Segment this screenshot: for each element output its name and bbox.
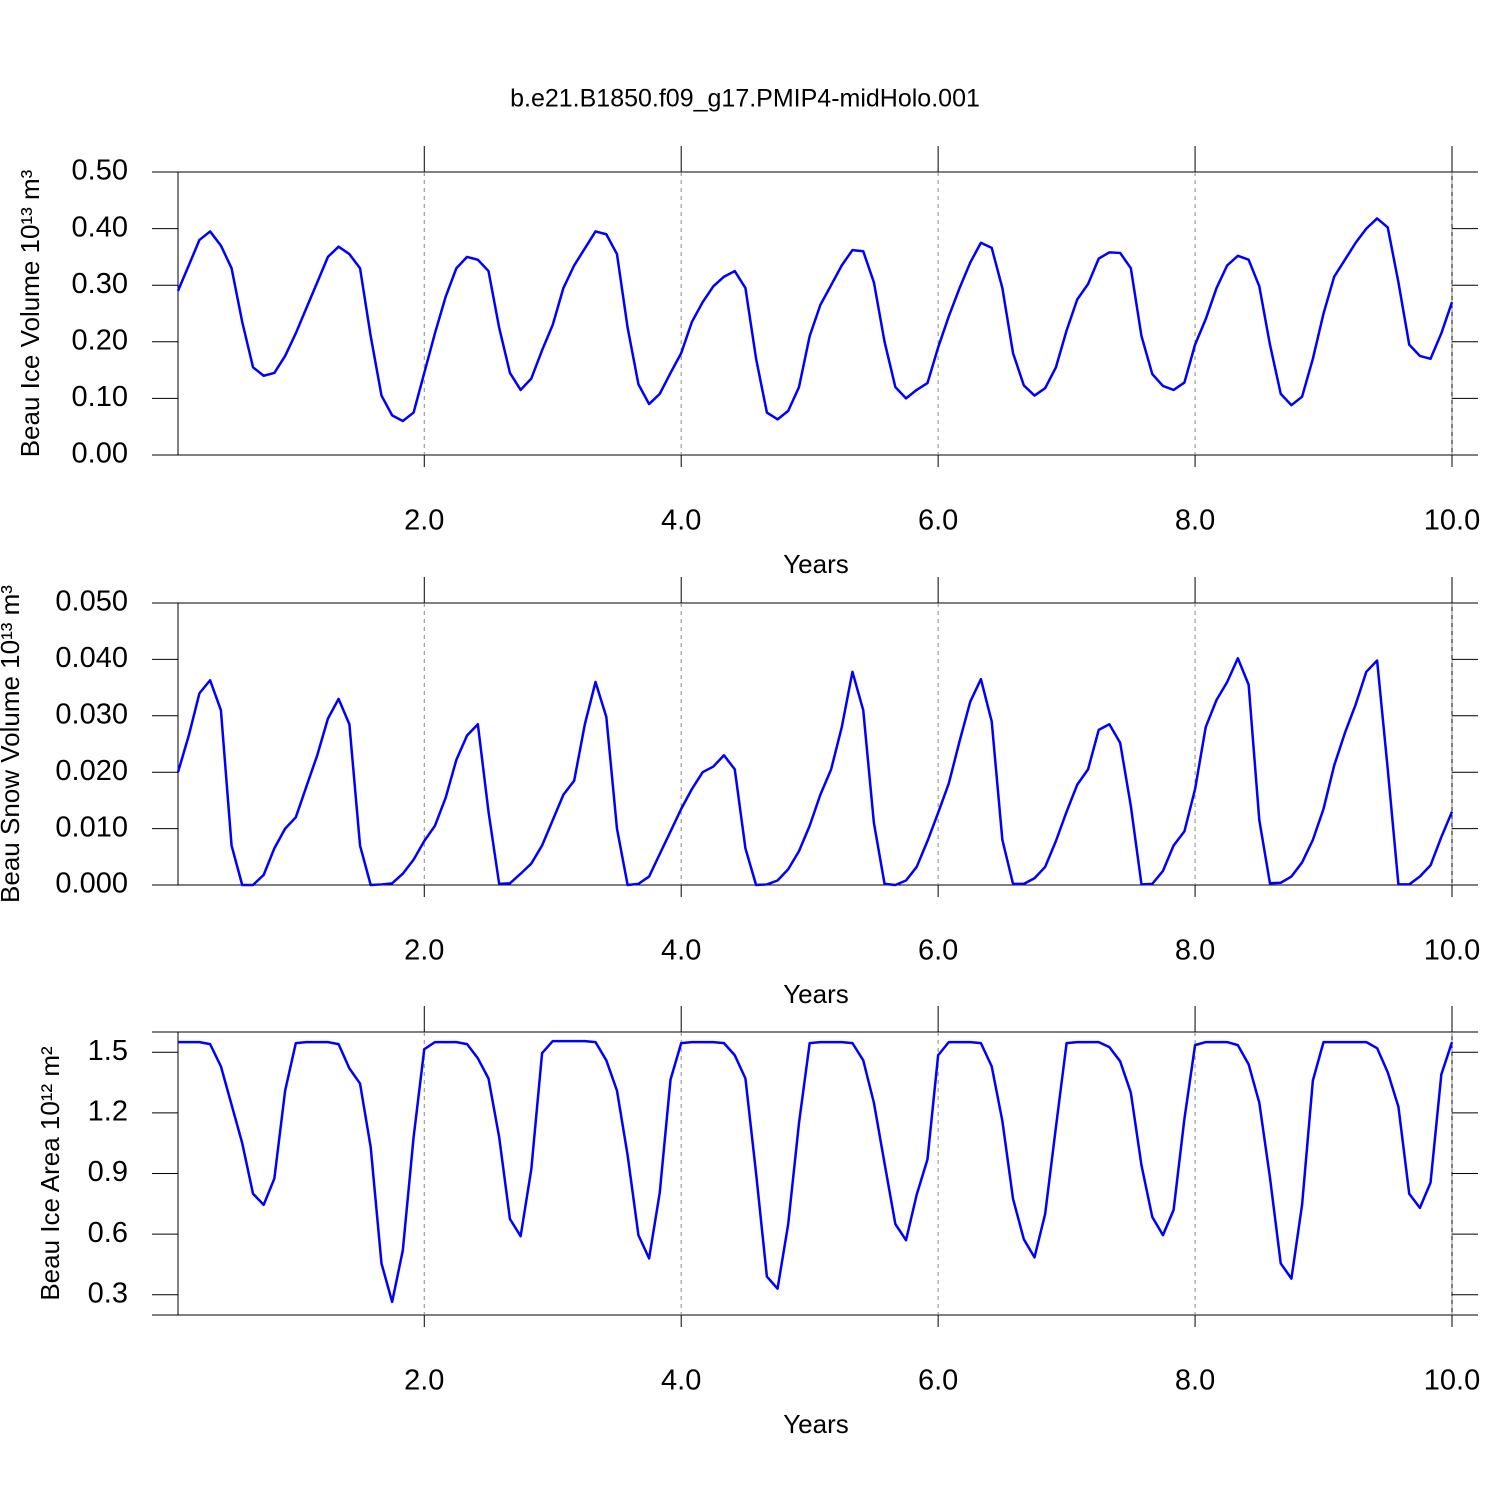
x-tick-label: 2.0 xyxy=(404,505,444,537)
x-tick-label: 8.0 xyxy=(1175,935,1215,967)
chart-title: b.e21.B1850.f09_g17.PMIP4-midHolo.001 xyxy=(510,85,980,113)
x-axis-label: Years xyxy=(783,1409,849,1439)
x-axis-label: Years xyxy=(783,549,849,579)
y-tick-label: 0.10 xyxy=(72,381,128,413)
x-tick-label: 2.0 xyxy=(404,935,444,967)
y-tick-label: 0.050 xyxy=(55,586,128,618)
y-tick-label: 0.020 xyxy=(55,755,128,787)
y-tick-label: 0.20 xyxy=(72,324,128,356)
x-axis-label: Years xyxy=(783,979,849,1009)
x-tick-label: 2.0 xyxy=(404,1365,444,1397)
x-tick-label: 6.0 xyxy=(918,935,958,967)
x-tick-label: 4.0 xyxy=(661,505,701,537)
y-tick-label: 0.040 xyxy=(55,642,128,674)
x-tick-label: 6.0 xyxy=(918,505,958,537)
y-tick-label: 0.9 xyxy=(88,1156,128,1188)
y-tick-label: 0.010 xyxy=(55,811,128,843)
x-tick-label: 10.0 xyxy=(1424,505,1480,537)
y-tick-label: 0.50 xyxy=(72,155,128,187)
y-tick-label: 0.030 xyxy=(55,698,128,730)
y-tick-label: 0.30 xyxy=(72,268,128,300)
y-tick-label: 1.2 xyxy=(88,1096,128,1128)
x-tick-label: 8.0 xyxy=(1175,505,1215,537)
y-tick-label: 0.3 xyxy=(88,1277,128,1309)
y-tick-label: 0.00 xyxy=(72,438,128,470)
y-axis-label: Beau Ice Area 10¹² m² xyxy=(35,1046,65,1301)
y-tick-label: 1.5 xyxy=(88,1035,128,1067)
y-axis-label: Beau Snow Volume 10¹³ m³ xyxy=(0,585,25,903)
x-tick-label: 6.0 xyxy=(918,1365,958,1397)
x-tick-label: 10.0 xyxy=(1424,935,1480,967)
y-axis-label: Beau Ice Volume 10¹³ m³ xyxy=(15,169,45,457)
x-tick-label: 4.0 xyxy=(661,1365,701,1397)
x-tick-label: 4.0 xyxy=(661,935,701,967)
y-tick-label: 0.40 xyxy=(72,211,128,243)
x-tick-label: 10.0 xyxy=(1424,1365,1480,1397)
y-tick-label: 0.6 xyxy=(88,1217,128,1249)
x-tick-label: 8.0 xyxy=(1175,1365,1215,1397)
y-tick-label: 0.000 xyxy=(55,868,128,900)
data-line xyxy=(178,1039,1454,1304)
data-line xyxy=(176,657,1454,887)
data-line xyxy=(176,217,1454,423)
